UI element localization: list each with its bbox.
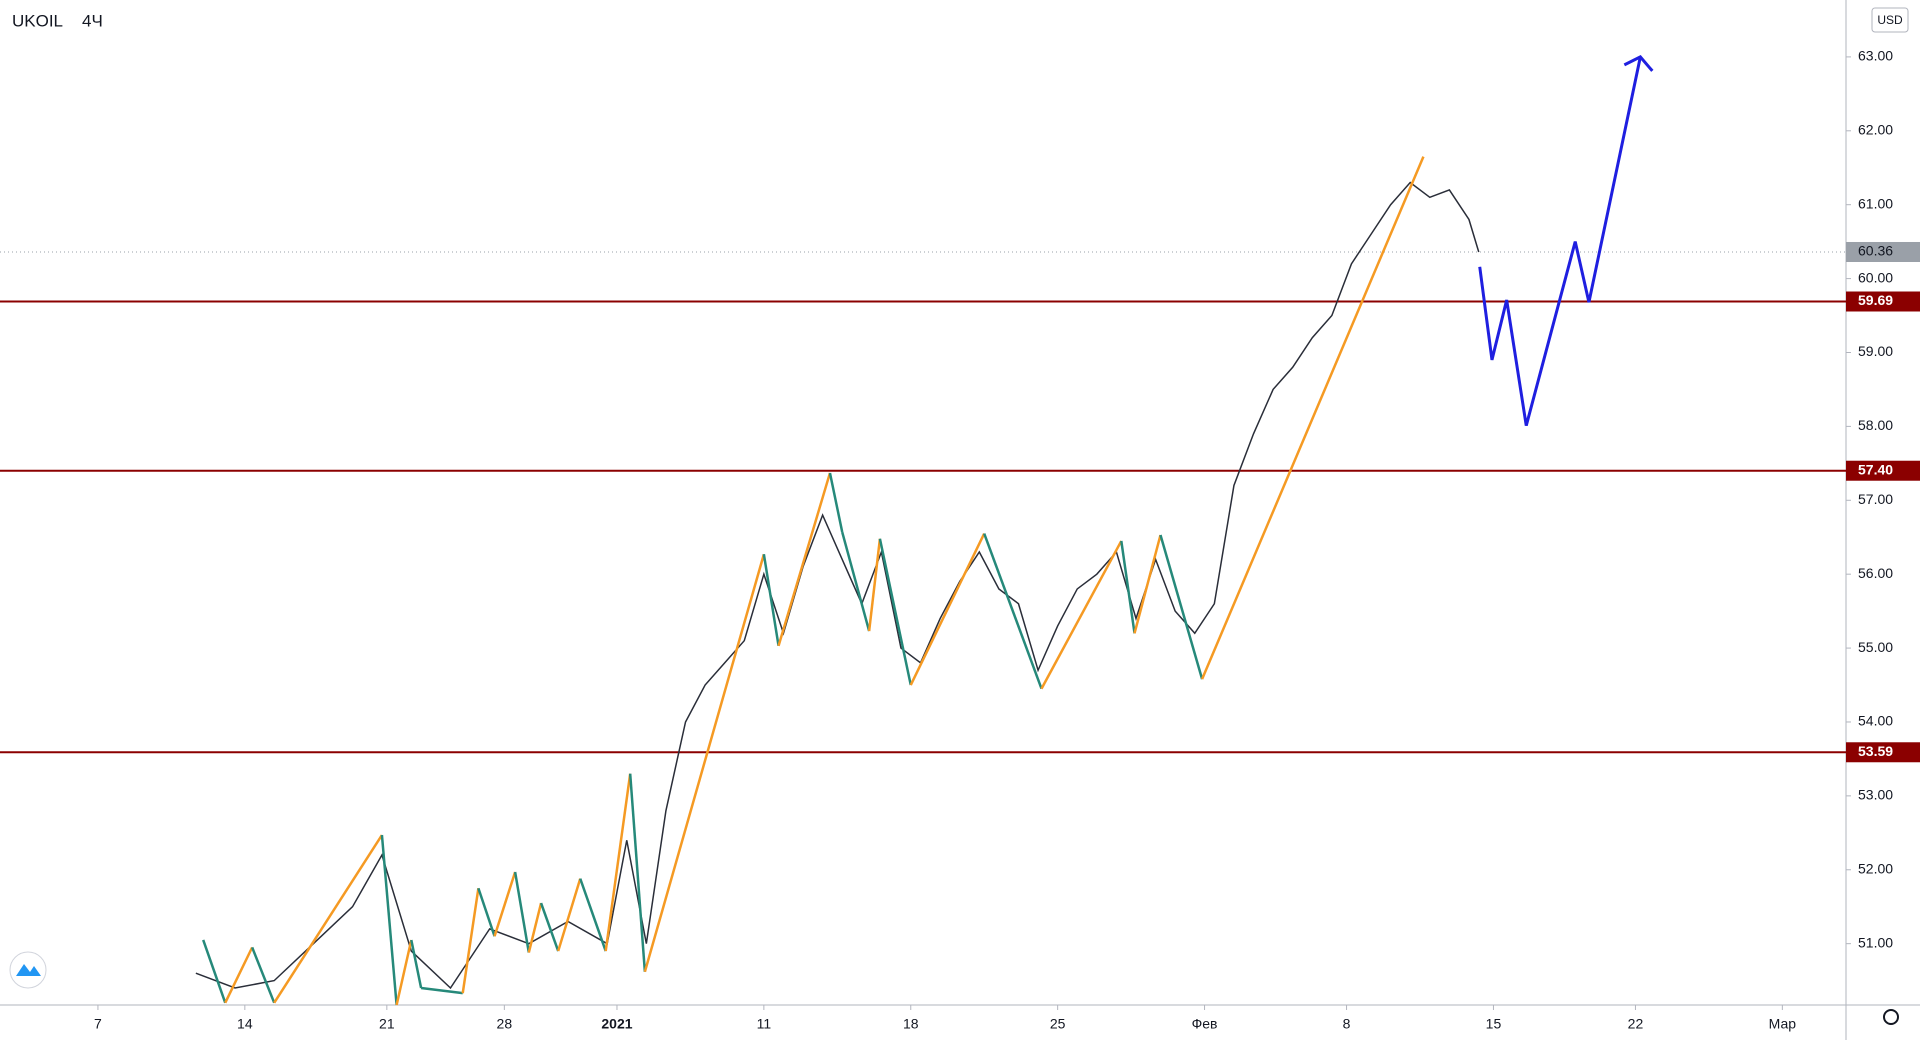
zigzag-segment: [1133, 534, 1162, 634]
zigzag-segment: [410, 939, 423, 989]
zigzag-segment: [841, 531, 871, 632]
zigzag-segment: [909, 532, 986, 686]
zigzag-segment: [983, 533, 1043, 690]
zigzag-segment: [420, 986, 463, 995]
y-tick-label: 56.00: [1858, 565, 1893, 581]
y-tick-label: 59.00: [1858, 343, 1893, 359]
y-tick-label: 51.00: [1858, 934, 1893, 950]
last-price-box: [1846, 241, 1920, 262]
zigzag-segment: [777, 472, 832, 647]
zigzag-segment: [224, 946, 254, 1004]
zigzag-segment: [273, 834, 383, 1004]
forecast-arrowhead: [1623, 55, 1654, 72]
zigzag-segment: [878, 538, 912, 686]
x-tick-label: 2021: [601, 1016, 632, 1032]
x-tick-label: 18: [903, 1016, 919, 1032]
currency: USD: [1877, 13, 1903, 27]
zigzag-segment: [513, 871, 531, 953]
level-box: [1846, 742, 1920, 763]
zigzag-segment: [539, 902, 560, 952]
zigzag-segment: [604, 773, 632, 952]
interval: 4Ч: [82, 11, 103, 30]
y-tick-label: 52.00: [1858, 860, 1893, 876]
x-tick-label: 22: [1628, 1016, 1644, 1032]
x-tick-label: 7: [94, 1016, 102, 1032]
price-line: [195, 181, 1480, 990]
zigzag-segment: [1200, 156, 1425, 680]
zigzag-segment: [493, 871, 517, 937]
y-tick-label: 55.00: [1858, 639, 1893, 655]
zigzag-segment: [1120, 540, 1136, 634]
zigzag-segment: [251, 946, 276, 1004]
x-tick-label: Мар: [1769, 1016, 1797, 1032]
zigzag-segment: [867, 538, 882, 632]
x-tick-label: Фев: [1192, 1016, 1218, 1032]
zigzag-segment: [557, 878, 582, 952]
x-tick-label: 28: [497, 1016, 513, 1032]
zigzag-segment: [461, 888, 480, 994]
level-box: [1846, 460, 1920, 481]
zigzag-segment: [628, 773, 647, 972]
logo-icon: [16, 964, 41, 976]
forecast-line: [1478, 56, 1642, 427]
level-label: 53.59: [1858, 743, 1893, 759]
zigzag-segment: [762, 554, 780, 647]
zigzag-segment: [828, 472, 844, 533]
y-tick-label: 63.00: [1858, 48, 1893, 64]
zigzag-segment: [477, 887, 496, 937]
last-price-label: 60.36: [1858, 243, 1893, 259]
level-label: 57.40: [1858, 461, 1893, 477]
y-tick-label: 60.00: [1858, 269, 1893, 285]
y-tick-label: 53.00: [1858, 787, 1893, 803]
zigzag-segment: [1040, 540, 1123, 690]
settings-icon[interactable]: [1883, 1009, 1899, 1025]
y-tick-label: 62.00: [1858, 122, 1893, 138]
level-box: [1846, 291, 1920, 312]
zigzag-segment: [527, 902, 543, 953]
zigzag-segment: [380, 834, 398, 1006]
symbol: UKOIL: [12, 11, 63, 30]
zigzag-segment: [579, 878, 607, 952]
zigzag-segment: [202, 939, 227, 1004]
zigzag-segment: [395, 939, 413, 1006]
x-tick-label: 11: [757, 1016, 772, 1032]
y-tick-label: 54.00: [1858, 713, 1893, 729]
x-tick-label: 25: [1050, 1016, 1066, 1032]
x-tick-label: 8: [1343, 1016, 1351, 1032]
x-tick-label: 15: [1486, 1016, 1502, 1032]
y-tick-label: 57.00: [1858, 491, 1893, 507]
y-tick-label: 61.00: [1858, 195, 1893, 211]
currency-box[interactable]: [1871, 7, 1909, 33]
x-tick-label: 21: [379, 1016, 395, 1032]
zigzag-segment: [1159, 534, 1204, 680]
x-tick-label: 14: [237, 1016, 253, 1032]
level-label: 59.69: [1858, 292, 1893, 308]
y-tick-label: 58.00: [1858, 417, 1893, 433]
zigzag-segment: [643, 553, 766, 973]
